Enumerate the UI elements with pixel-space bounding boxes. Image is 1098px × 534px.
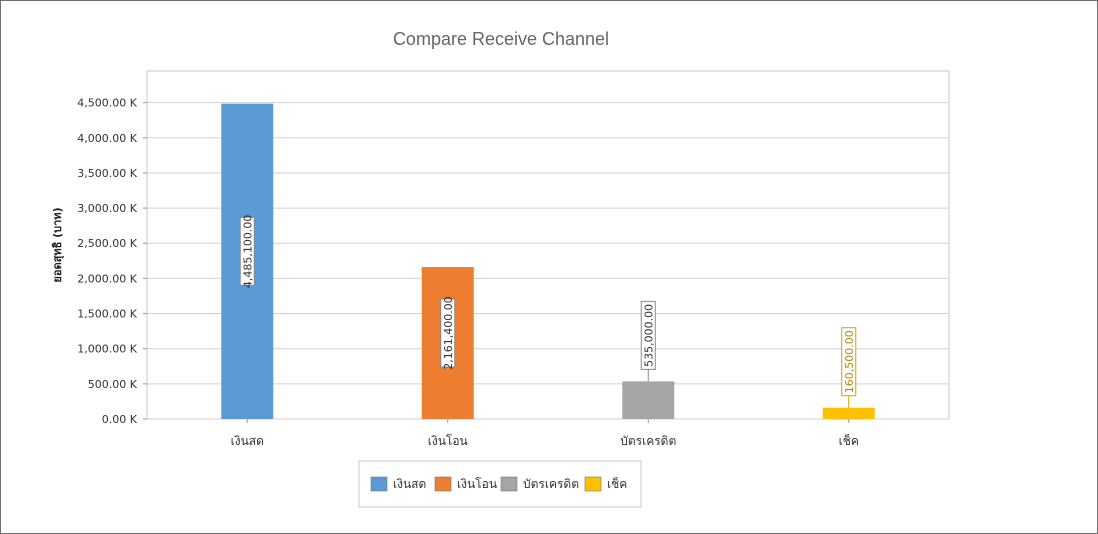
y-tick-label: 1,000.00 K <box>77 343 137 356</box>
bars: 4,485,100.00 2,161,400.00 535,000.00 160,50… <box>221 103 875 420</box>
data-label-text: 4,485,100.00 <box>241 215 254 288</box>
y-tick-label: 2,000.00 K <box>77 272 137 285</box>
y-axis-label: ยอดสุทธิ (บาท) <box>51 207 65 282</box>
x-axis-categories: เงินสด เงินโอน บัตรเครดิต เช็ค <box>231 419 859 448</box>
data-label-text: 535,000.00 <box>642 304 655 367</box>
legend-label: เช็ค <box>607 476 627 491</box>
y-tick-label: 3,500.00 K <box>77 167 137 180</box>
y-tick-label: 4,000.00 K <box>77 132 137 145</box>
chart-title: Compare Receive Channel <box>393 29 609 49</box>
y-tick-label: 1,500.00 K <box>77 308 137 321</box>
y-axis-ticks: 0.00 K 500.00 K 1,000.00 K 1,500.00 K 2,000.… <box>77 97 147 426</box>
plot-area <box>146 70 950 420</box>
legend-label: เงินสด <box>393 477 426 491</box>
x-category-label: เงินโอน <box>428 434 468 448</box>
data-label-text: 160,500.00 <box>843 330 856 393</box>
data-label-1: 4,485,100.00 <box>239 215 255 288</box>
y-tick-label: 2,500.00 K <box>77 237 137 250</box>
y-tick-label: 500.00 K <box>88 378 138 391</box>
legend: เงินสด เงินโอน บัตรเครดิต เช็ค <box>358 460 642 508</box>
legend-swatch <box>370 476 388 492</box>
data-label-box <box>841 327 857 397</box>
data-label-text: 2,161,400.00 <box>442 296 455 369</box>
bar-3 <box>622 381 675 419</box>
y-tick-label: 0.00 K <box>102 413 138 426</box>
legend-swatch <box>500 476 518 492</box>
y-tick-label: 3,000.00 K <box>77 202 137 215</box>
bar-4 <box>822 407 875 419</box>
x-category-label: บัตรเครดิต <box>620 434 676 448</box>
legend-swatch <box>434 476 452 492</box>
legend-label: บัตรเครดิต <box>523 477 579 491</box>
legend-swatch <box>584 476 602 492</box>
data-label-box <box>239 216 255 286</box>
gridlines <box>147 102 949 420</box>
y-tick-label: 4,500.00 K <box>77 97 137 110</box>
legend-label: เงินโอน <box>457 477 497 491</box>
x-category-label: เช็ค <box>839 433 859 448</box>
data-label-box <box>440 298 456 368</box>
data-label-2: 2,161,400.00 <box>440 296 456 370</box>
data-label-3: 535,000.00 <box>640 300 656 370</box>
data-label-box <box>640 300 656 370</box>
x-category-label: เงินสด <box>231 434 264 448</box>
data-label-4: 160,500.00 <box>841 327 857 397</box>
